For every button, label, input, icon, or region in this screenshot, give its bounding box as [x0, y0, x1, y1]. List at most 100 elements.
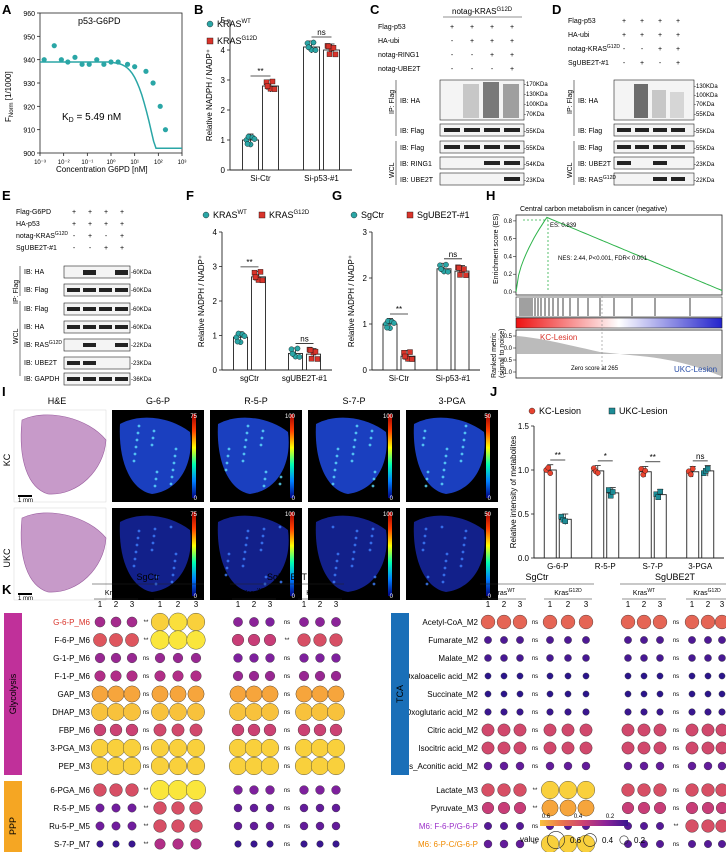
k-right-dot	[624, 708, 632, 716]
k-right-dot	[637, 723, 651, 737]
bar-B-point	[332, 51, 339, 58]
panel-a-point	[101, 61, 107, 67]
panel-i-colorbar	[388, 512, 392, 596]
d-markers-marker: -55KDa	[694, 146, 715, 152]
panel-label-e: E	[2, 188, 11, 203]
bar-G-point	[456, 265, 462, 271]
e-labels-row: Flag-G6PD	[16, 209, 51, 216]
panel-a-point	[143, 68, 149, 74]
panel-f: F 0 1 2 3 4 Relative NADPH / NADP⁺ ** sgCtr ns sg…	[186, 188, 332, 383]
k-left-dot	[154, 670, 166, 682]
k-right-dot	[714, 614, 726, 630]
k-right-dot	[624, 690, 632, 698]
k-left-sig: ns	[284, 674, 290, 680]
k-left-dot	[125, 723, 139, 737]
bar-J-bar	[606, 492, 620, 559]
bar-F-bar	[251, 276, 266, 371]
bar-F-point	[289, 350, 296, 357]
k-right-dot	[500, 708, 508, 716]
panel-c-ib-labels: IB: HA IB: Flag IB: Flag IB: RING1 IB: UBE2T	[400, 98, 434, 184]
k-right-sig: ns	[532, 764, 538, 770]
bar-G-ytick: 3	[363, 228, 368, 237]
panel-e-band	[115, 270, 128, 275]
k-right-dot	[652, 614, 668, 630]
k-right-dot	[513, 783, 527, 797]
d-labels-row: Flag-p53	[568, 18, 596, 25]
k-right-sig: ns	[532, 674, 538, 680]
k-right-dot	[684, 614, 700, 630]
panel-e-band	[115, 377, 128, 381]
panel-d-ib-labels: IB: HA IB: Flag IB: Flag IB: UBE2T IB: RASG1…	[578, 98, 616, 184]
bar-B-legend-label: KRASWT	[217, 19, 251, 29]
bar-G-point	[445, 268, 451, 275]
k-left-dot	[245, 685, 263, 703]
bar-B-category: Si-p53-#1	[304, 174, 339, 183]
d-ibs-ib: IB: HA	[578, 98, 599, 105]
k-right-sig: ns	[532, 746, 538, 752]
bar-J-ylabel: Relative intensity of metabolites	[509, 436, 518, 549]
k-right-dot	[481, 801, 495, 815]
panel-d-wcl: WCL	[567, 162, 574, 178]
panel-d-conditions: Flag-p53 + + + +HA-ubi + + + +notag-KRASG12D - - + +…	[568, 18, 680, 67]
bar-G-ytick: 2	[363, 274, 368, 283]
bar-F-ytick: 1	[213, 332, 218, 341]
d-labels-sign: +	[658, 32, 662, 39]
k-left-dot	[187, 703, 205, 721]
k-right-dot	[621, 783, 635, 797]
panel-a-point	[58, 57, 64, 63]
bar-F-point	[252, 274, 259, 280]
d-labels-sign: +	[658, 46, 662, 53]
c-labels-sign: +	[510, 38, 514, 45]
k-right-dot	[540, 780, 560, 800]
k-right-dot	[704, 840, 712, 848]
k-right-dot	[481, 783, 495, 797]
panel-a-ytick: 960	[23, 11, 35, 18]
k-right-dot	[500, 690, 508, 698]
k-right-dot	[484, 708, 492, 716]
c-labels-sign: +	[470, 24, 474, 31]
bar-G-ytick: 0	[363, 366, 368, 375]
e-labels-sign: +	[88, 221, 92, 228]
k-right-dot	[717, 761, 726, 771]
panel-k-legend-title: value	[520, 835, 540, 844]
bar-B-point	[305, 44, 312, 51]
k-right-dot	[513, 801, 527, 815]
panel-h-yticks: 0.0 0.2 0.4 0.6 0.8	[504, 219, 516, 296]
k-left-dot	[250, 840, 258, 848]
bar-B-legend-label: KRASG12D	[217, 36, 258, 46]
k-right-genotype: KrasG12D	[554, 588, 582, 597]
k-right-rep: 2	[502, 600, 507, 609]
k-left-group-name: PPP	[8, 817, 18, 835]
k-right-dot	[715, 783, 726, 797]
k-left-dot	[172, 652, 184, 664]
bar-J-sig: **	[650, 453, 656, 462]
panel-h-title: Central carbon metabolism in cancer (neg…	[520, 206, 667, 213]
panel-a-xtick: 10⁻¹	[81, 160, 93, 166]
panel-b: B 0 1 2 3 4 5 Relative NADPH / NADP⁺ ** Si-Ctr ns…	[194, 2, 352, 183]
k-left-dot	[326, 738, 346, 758]
k-left-dot	[263, 723, 277, 737]
e-labels-sign: -	[105, 233, 108, 240]
bar-J-legend-marker	[528, 407, 536, 415]
k-left-dot	[244, 756, 264, 776]
panel-i-he-tissue	[20, 512, 107, 593]
panel-e-band	[83, 270, 96, 275]
panel-a-xlabel: Concentration G6PD [nM]	[56, 165, 148, 174]
bar-G-sig: **	[396, 305, 402, 314]
k-left-dot	[95, 821, 105, 831]
bar-B-point	[264, 83, 271, 89]
k-right-dot	[500, 822, 508, 830]
panel-k-color-label: 0.2	[606, 814, 615, 820]
k-right-genotype: KrasWT	[493, 588, 515, 597]
k-left-sig: ns	[284, 656, 290, 662]
k-left-dot	[327, 703, 345, 721]
bar-F-point	[288, 346, 295, 353]
k-left-sig: ns	[284, 746, 290, 752]
k-left-rep: 2	[176, 600, 181, 609]
panel-h-ytick: 0.0	[504, 290, 513, 296]
k-right-dot	[653, 741, 667, 755]
k-left-dot	[315, 803, 325, 813]
k-right-sig: **	[533, 806, 538, 812]
panel-label-c: C	[370, 2, 380, 17]
